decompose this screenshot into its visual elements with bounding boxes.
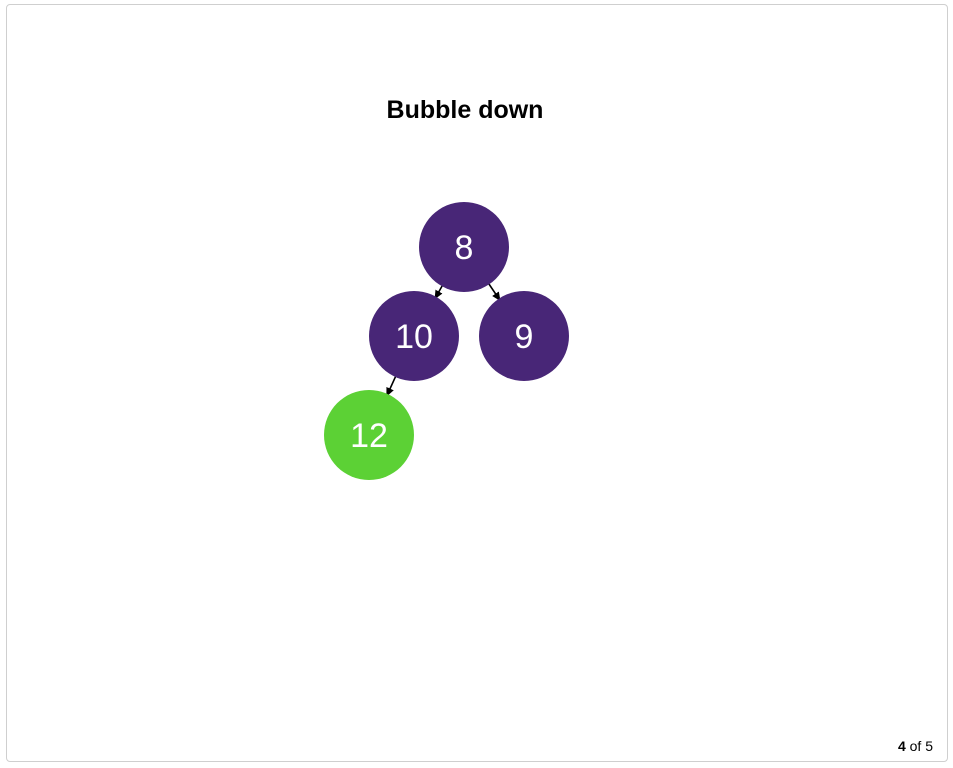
tree-node-left: 10 xyxy=(369,291,459,381)
node-circle-right xyxy=(479,291,569,381)
tree-node-root: 8 xyxy=(419,202,509,292)
nodes-layer: 8 10 9 12 xyxy=(324,202,569,480)
node-circle-left-left xyxy=(324,390,414,480)
slide-frame xyxy=(6,4,948,762)
edge-left-to-left-left xyxy=(386,372,398,397)
slide-title: Bubble down xyxy=(386,96,544,124)
slide-pager: 4 of 5 xyxy=(898,738,933,754)
pager-separator: of xyxy=(905,738,926,754)
node-value-left-left: 12 xyxy=(350,417,388,455)
tree-node-left-left: 12 xyxy=(324,390,414,480)
node-circle-left xyxy=(369,291,459,381)
tree-node-right: 9 xyxy=(479,291,569,381)
node-circle-root xyxy=(419,202,509,292)
pager-total: 5 xyxy=(925,738,933,754)
pager-current: 4 xyxy=(897,738,906,754)
node-value-root: 8 xyxy=(455,229,474,267)
node-value-left: 10 xyxy=(395,318,433,356)
node-value-right: 9 xyxy=(515,318,534,356)
